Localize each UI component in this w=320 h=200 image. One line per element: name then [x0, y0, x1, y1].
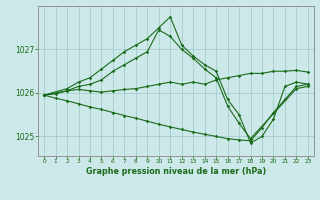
- X-axis label: Graphe pression niveau de la mer (hPa): Graphe pression niveau de la mer (hPa): [86, 167, 266, 176]
